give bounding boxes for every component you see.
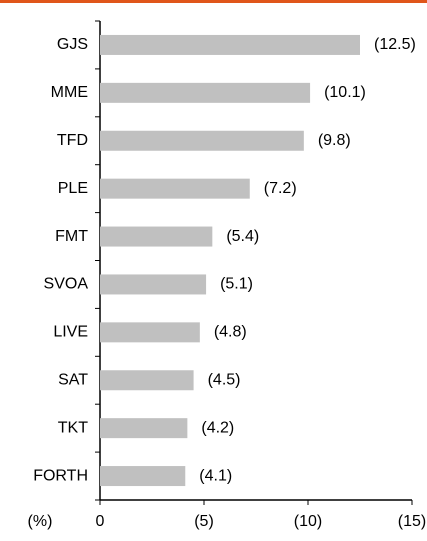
category-label: TFD (57, 132, 88, 149)
bar (100, 466, 186, 487)
value-label: (10.1) (324, 84, 366, 101)
bar (100, 34, 360, 55)
category-label: LIVE (53, 324, 88, 341)
value-label: (4.8) (214, 324, 247, 341)
category-label: FMT (55, 228, 88, 245)
value-label: (9.8) (318, 132, 351, 149)
bar (100, 226, 213, 247)
x-tick-label: (10) (294, 513, 322, 530)
x-tick-label: (15) (398, 513, 426, 530)
top-rule (0, 0, 427, 3)
bar (100, 178, 250, 199)
category-label: FORTH (33, 467, 88, 484)
value-label: (5.4) (226, 228, 259, 245)
value-label: (5.1) (220, 276, 253, 293)
category-label: GJS (57, 36, 88, 53)
category-label: SAT (58, 371, 88, 388)
x-axis-label: (%) (28, 513, 53, 530)
category-label: PLE (58, 180, 88, 197)
x-tick-label: (5) (194, 513, 214, 530)
x-tick-label: 0 (96, 513, 105, 530)
bar (100, 82, 311, 103)
bar (100, 370, 194, 391)
value-label: (4.5) (208, 371, 241, 388)
bar (100, 274, 207, 295)
value-label: (7.2) (264, 180, 297, 197)
value-label: (4.2) (201, 419, 234, 436)
bar (100, 130, 304, 151)
bar (100, 418, 188, 439)
category-label: MME (51, 84, 88, 101)
bar (100, 322, 200, 343)
category-label: SVOA (44, 276, 89, 293)
value-label: (12.5) (374, 36, 416, 53)
value-label: (4.1) (199, 467, 232, 484)
category-label: TKT (58, 419, 88, 436)
